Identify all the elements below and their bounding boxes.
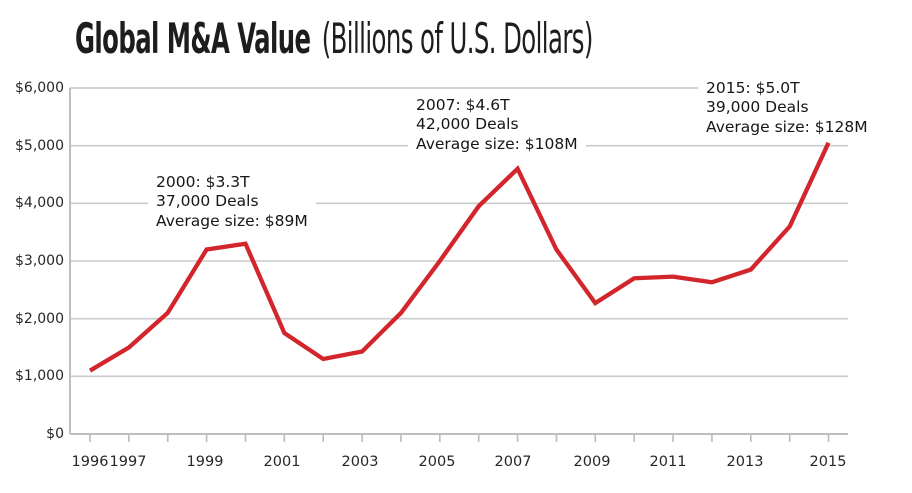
- title-main: Global M&A Value: [75, 14, 311, 63]
- annotation-line-value: 2000: $3.3T: [156, 173, 250, 191]
- annotation-2015-peak: 2015: $5.0T 39,000 Deals Average size: $…: [698, 77, 876, 140]
- x-axis-label: 1997: [109, 454, 147, 470]
- y-axis-label: $4,000: [15, 195, 64, 211]
- x-axis-label: 2011: [649, 454, 687, 470]
- x-axis-label: 2007: [494, 454, 532, 470]
- x-axis-label: 2009: [573, 454, 611, 470]
- y-axis-label: $6,000: [15, 80, 64, 96]
- annotation-2007-peak: 2007: $4.6T 42,000 Deals Average size: $…: [408, 94, 586, 157]
- title-subtitle: (Billions of U.S. Dollars): [321, 14, 594, 63]
- y-axis-label: $5,000: [15, 138, 64, 154]
- annotation-line-value: 2015: $5.0T: [706, 79, 800, 97]
- x-axis-label: 2003: [341, 454, 379, 470]
- x-axis-label: 2005: [418, 454, 456, 470]
- y-axis-label: $3,000: [15, 253, 64, 269]
- annotation-line-avgsize: Average size: $128M: [706, 117, 868, 136]
- annotation-line-deals: 39,000 Deals: [706, 98, 809, 117]
- annotation-line-value: 2007: $4.6T: [416, 96, 510, 114]
- y-axis-label: $0: [46, 426, 64, 442]
- x-axis-label: 1999: [186, 454, 224, 470]
- y-axis-label: $2,000: [15, 311, 64, 327]
- annotation-line-avgsize: Average size: $89M: [156, 211, 308, 230]
- annotation-2000-peak: 2000: $3.3T 37,000 Deals Average size: $…: [148, 171, 316, 234]
- ma-value-series-line: [88, 141, 831, 373]
- x-axis-label: 1996: [71, 454, 109, 470]
- annotation-line-deals: 42,000 Deals: [416, 115, 519, 134]
- x-axis-label: 2013: [726, 454, 764, 470]
- annotation-line-deals: 37,000 Deals: [156, 192, 259, 211]
- x-axis-label: 2015: [809, 454, 847, 470]
- page-title: Global M&A Value (Billions of U.S. Dolla…: [75, 16, 593, 62]
- x-axis-label: 2001: [263, 454, 301, 470]
- y-axis-label: $1,000: [15, 368, 64, 384]
- annotation-line-avgsize: Average size: $108M: [416, 134, 578, 153]
